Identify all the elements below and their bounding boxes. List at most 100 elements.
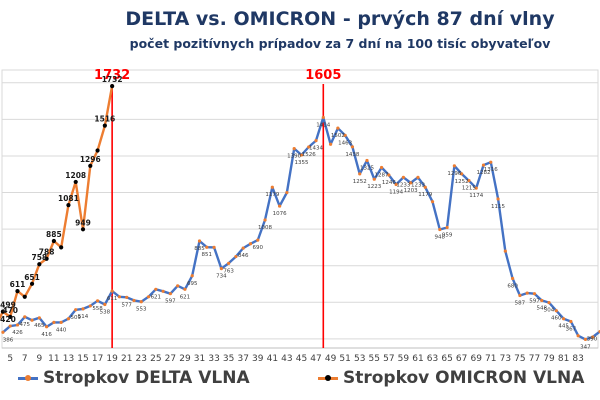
data-label-delta: 1194 [389,189,403,195]
data-label-delta: 1282 [476,170,490,176]
data-point-delta [256,238,260,242]
x-tick-label: 83 [572,354,583,364]
data-point-delta [525,291,529,295]
data-label-delta: 1203 [404,188,418,194]
data-point-delta [37,316,41,320]
data-point-omicron [102,123,107,128]
data-point-delta [496,197,500,201]
data-label-delta: 1174 [469,193,483,199]
x-tick-label: 81 [558,354,569,364]
legend-swatch-omicron [318,374,338,381]
data-label-delta: 885 [194,246,205,252]
data-point-delta [307,145,311,149]
data-label-delta: 1526 [302,152,316,158]
data-point-delta [561,317,566,321]
x-tick-label: 9 [36,354,42,364]
data-point-delta [205,245,209,249]
data-point-delta [117,295,122,299]
data-point-delta [8,324,12,328]
data-point-delta [15,323,20,327]
data-point-omicron [44,256,49,261]
data-point-delta [430,200,435,204]
x-tick-label: 47 [310,354,321,364]
data-point-delta [59,320,63,324]
data-label-delta: 504 [544,308,555,314]
data-label-delta: 1390 [287,154,301,160]
data-point-delta [409,181,413,185]
data-point-delta [227,261,231,265]
x-tick-label: 7 [22,354,28,364]
data-point-delta [103,302,107,307]
chart-subtitle: počet pozitívnych prípadov za 7 dní na 1… [129,36,551,51]
data-label-omicron: 788 [39,248,55,257]
data-label-delta: 1287 [375,172,389,178]
data-label-delta: 597 [165,299,176,305]
x-tick-label: 67 [456,354,467,364]
x-tick-label: 21 [121,354,132,364]
x-tick-label: 75 [514,354,525,364]
data-point-omicron [110,83,115,89]
data-point-delta [74,308,78,312]
data-point-delta [146,295,151,299]
data-point-delta [394,182,398,187]
data-label-delta: 1215 [462,186,476,192]
data-label-omicron: 1208 [65,171,86,180]
data-point-omicron [8,314,13,320]
data-label-delta: 577 [121,302,132,308]
x-tick-label: 13 [63,354,74,364]
data-point-delta [518,293,522,298]
data-label-omicron: 499 [0,301,16,310]
data-label-delta: 553 [136,307,147,313]
x-tick-label: 55 [369,354,380,364]
data-point-delta [1,330,5,334]
data-label-delta: 465 [34,323,45,329]
data-point-delta [547,301,551,305]
data-point-delta [95,299,100,303]
x-tick-label: 23 [136,354,147,364]
data-point-delta [350,145,355,149]
data-point-omicron [88,163,93,168]
data-label-omicron: 1081 [58,194,79,203]
x-tick-label: 27 [165,354,176,364]
data-point-delta [460,172,464,176]
data-point-delta [190,274,194,278]
data-point-delta [532,292,537,296]
data-label-delta: 558 [92,306,103,312]
data-label-delta: 1502 [331,133,345,139]
data-label-omicron: 420 [0,315,16,324]
data-point-delta [263,218,267,222]
x-tick-label: 35 [223,354,234,364]
data-point-delta [241,246,245,250]
data-point-delta [285,190,289,195]
data-label-delta: 538 [100,309,111,315]
x-tick-label: 53 [354,354,365,364]
data-label-delta: 1223 [367,184,381,190]
data-label-delta: 680 [507,284,518,290]
x-tick-label: 39 [252,354,264,364]
data-point-omicron [0,309,6,314]
x-tick-label: 25 [150,354,161,364]
data-label-delta: 460 [551,316,562,322]
data-label-delta: 475 [20,322,31,328]
data-label-delta: 390 [587,337,598,343]
data-point-omicron [51,238,56,244]
x-tick-label: 45 [296,354,307,364]
data-label-delta: 445 [558,324,569,330]
data-point-delta [328,142,333,146]
x-tick-label: 37 [237,354,248,364]
data-point-delta [511,276,515,281]
data-label-omicron: 1296 [80,155,101,164]
legend: Stropkov DELTA VLNA Stropkov OMICRON VLN… [0,368,600,396]
x-tick-label: 79 [543,354,555,364]
data-label-delta: 734 [216,274,227,280]
data-point-omicron [95,148,100,153]
data-label-omicron: 885 [46,230,62,239]
data-point-delta [423,185,427,189]
data-point-delta [110,289,114,293]
data-label-delta: 1414 [316,122,330,128]
x-tick-label: 15 [77,354,88,364]
data-point-delta [336,126,340,130]
x-tick-label: 65 [441,354,452,364]
data-label-delta: 948 [435,234,446,240]
